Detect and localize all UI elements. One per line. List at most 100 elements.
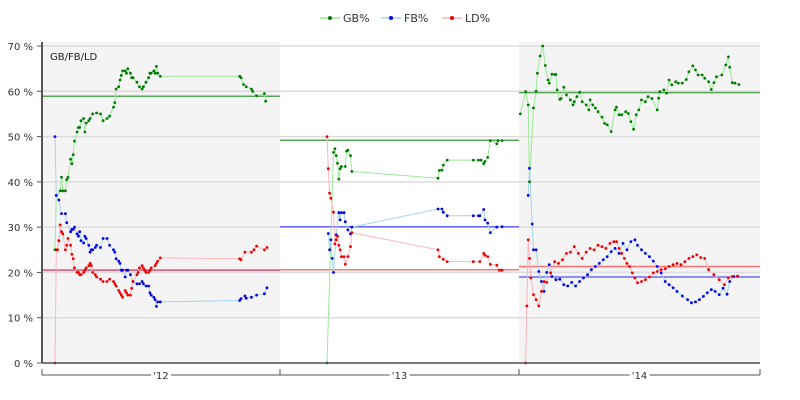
fb-data-point [88, 250, 92, 254]
fb-data-point [534, 248, 538, 252]
fb-data-point [244, 296, 248, 300]
fb-data-point [717, 293, 721, 296]
ld-data-point [108, 277, 111, 281]
gb-data-point [336, 161, 339, 165]
gb-data-point [99, 112, 102, 116]
gb-data-point [349, 154, 352, 158]
ld-data-point [628, 265, 631, 268]
fb-data-point [663, 280, 667, 283]
gb-data-point [609, 130, 613, 134]
fb-data-point [554, 278, 558, 282]
fb-data-point [586, 273, 589, 277]
fb-data-point [667, 283, 671, 287]
legend-label: GB% [343, 12, 370, 25]
ld-data-point [349, 245, 352, 249]
ld-data-point [125, 291, 128, 295]
ld-data-point [683, 260, 687, 263]
fb-data-point [84, 237, 88, 240]
fb-data-point [147, 284, 151, 288]
fb-data-point [57, 198, 61, 202]
fb-data-point [675, 290, 679, 293]
ld-data-point [553, 260, 556, 263]
fb-data-point [702, 295, 705, 298]
ld-data-point [730, 275, 734, 278]
legend-item-fb[interactable]: FB% [381, 12, 428, 25]
gb-data-point [620, 113, 624, 117]
fb-data-point [617, 252, 621, 255]
gb-data-point [555, 88, 559, 92]
ld-data-point [612, 240, 616, 244]
ld-data-point [691, 255, 695, 258]
fb-data-point [550, 275, 554, 278]
fb-data-point [609, 250, 613, 254]
gb-data-point [125, 71, 128, 75]
fb-data-point [680, 294, 684, 298]
y-tick-label: 60 % [8, 87, 33, 98]
gb-data-point [644, 100, 647, 104]
ld-data-point [486, 255, 490, 258]
fb-data-point [330, 257, 334, 260]
gb-data-point [244, 85, 248, 89]
ld-data-point [441, 257, 445, 261]
gb-data-point [562, 85, 566, 89]
gb-data-point [596, 110, 600, 114]
fb-data-point [105, 237, 109, 240]
gb-data-point [332, 151, 335, 154]
legend-item-ld[interactable]: LD% [442, 12, 490, 25]
gb-data-point [640, 98, 643, 102]
ld-data-point [336, 234, 339, 238]
fb-data-point [255, 293, 258, 297]
gb-data-point [334, 154, 338, 158]
gb-data-point [524, 90, 527, 94]
ld-data-point [644, 278, 647, 282]
gb-data-point [703, 76, 707, 80]
gb-data-point [565, 93, 568, 97]
gb-data-point [337, 177, 341, 181]
gb-data-point [712, 81, 716, 85]
gb-data-point [629, 120, 633, 123]
fb-data-point [578, 280, 581, 283]
ld-data-point [83, 268, 87, 272]
gb-data-point [720, 73, 724, 77]
ld-data-point [144, 271, 148, 274]
gb-data-point [632, 127, 635, 131]
fb-data-point [64, 212, 67, 216]
ld-data-point [525, 304, 529, 308]
gb-data-point [149, 71, 153, 75]
gb-data-point [87, 119, 91, 123]
fb-data-point [636, 243, 639, 247]
fb-data-point [644, 252, 647, 255]
gb-data-point [694, 68, 697, 72]
gb-data-point [495, 142, 499, 146]
legend-item-gb[interactable]: GB% [320, 12, 370, 25]
fb-data-point [93, 246, 97, 249]
fb-data-point [155, 305, 158, 308]
legend-label: FB% [404, 12, 428, 25]
gb-data-point [64, 189, 67, 193]
ld-data-point [143, 268, 147, 272]
ld-data-point [537, 304, 541, 308]
gb-data-point [707, 80, 710, 84]
gb-data-point [715, 75, 718, 79]
gb-data-point [112, 105, 115, 109]
gb-data-point [66, 175, 70, 179]
ld-data-point [56, 248, 59, 252]
gb-data-point [121, 69, 124, 73]
gb-data-point [709, 88, 713, 91]
gb-data-point [343, 165, 347, 168]
x-tick-label: '13 [392, 371, 407, 382]
gb-data-point [696, 73, 700, 77]
fb-data-point [582, 276, 585, 280]
gb-data-point [477, 158, 480, 162]
ld-data-point [61, 232, 65, 236]
fb-data-point [500, 225, 504, 229]
fb-data-point [108, 243, 111, 247]
fb-data-point [574, 284, 577, 288]
ld-data-point [445, 260, 449, 263]
gb-data-point [114, 87, 118, 91]
ld-data-point [64, 248, 67, 252]
gb-data-point [587, 108, 591, 112]
gb-data-point [730, 81, 734, 85]
gb-data-point [637, 108, 641, 112]
